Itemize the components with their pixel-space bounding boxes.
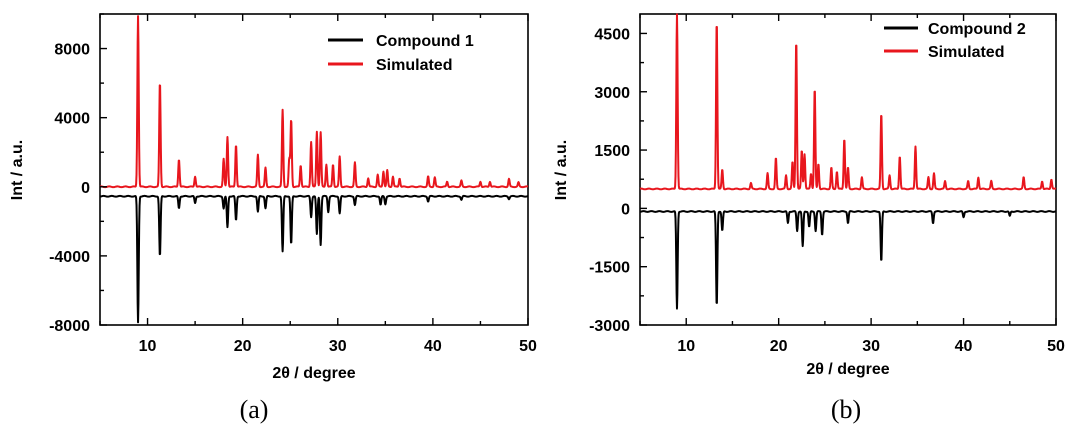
series-line-compound-1-a	[99, 194, 529, 324]
y-tick-label: -4000	[49, 249, 90, 266]
plot-marks-a	[99, 15, 529, 324]
y-tick-label: -3000	[589, 318, 630, 335]
legend-label-compound-1: Compound 1	[376, 33, 474, 50]
y-tick-label: -1500	[589, 260, 630, 277]
legend-label-simulated-b: Simulated	[928, 44, 1004, 61]
y-tick-label: -8000	[49, 318, 90, 335]
plot-frame-a	[99, 13, 529, 326]
series-line-compound-2-b	[639, 210, 1057, 310]
x-axis-title-a: 2θ / degree	[272, 365, 355, 382]
legend-b: Compound 2 Simulated	[884, 21, 1026, 61]
y-ticks-b: -3000 -1500 0 1500 3000 4500	[589, 26, 647, 335]
panel-label-b: (b)	[831, 395, 861, 424]
y-tick-label: 4000	[54, 111, 90, 128]
y-tick-label: 0	[81, 180, 90, 197]
x-tick-label: 10	[677, 338, 695, 355]
y-tick-label: 4500	[594, 26, 630, 43]
plot-frame-b	[639, 13, 1057, 326]
x-axis-title-b: 2θ / degree	[806, 361, 889, 378]
x-tick-label: 10	[139, 338, 157, 355]
series-line-simulated-a	[99, 15, 529, 189]
legend-label-compound-2: Compound 2	[928, 21, 1026, 38]
y-axis-title-b: Int / a.u.	[553, 140, 570, 200]
x-tick-label: 50	[1047, 338, 1065, 355]
x-tick-label: 40	[955, 338, 973, 355]
x-tick-label: 20	[770, 338, 788, 355]
x-ticks-b: 10 20 30 40 50	[639, 14, 1065, 355]
panel-a: 10 20 30 40 50 -8000 -4000 0 4000 8000 2θ / degr…	[9, 13, 537, 424]
legend-label-simulated-a: Simulated	[376, 57, 452, 74]
legend-a: Compound 1 Simulated	[328, 33, 474, 74]
y-tick-label: 0	[621, 201, 630, 218]
y-tick-label: 3000	[594, 85, 630, 102]
plot-marks-b	[639, 13, 1057, 310]
x-tick-label: 40	[424, 338, 442, 355]
x-tick-label: 20	[234, 338, 252, 355]
y-axis-title-a: Int / a.u.	[9, 140, 26, 200]
x-tick-label: 50	[519, 338, 537, 355]
panel-label-a: (a)	[240, 395, 269, 424]
y-ticks-a: -8000 -4000 0 4000 8000	[49, 13, 107, 335]
y-tick-label: 8000	[54, 42, 90, 59]
x-ticks-a: 10 20 30 40 50	[99, 14, 537, 355]
y-tick-label: 1500	[594, 143, 630, 160]
series-line-simulated-b	[639, 13, 1057, 191]
x-tick-label: 30	[329, 338, 347, 355]
x-tick-label: 30	[862, 338, 880, 355]
panel-b: 10 20 30 40 50 -3000 -1500 0 1500 3000 4500 2θ / …	[553, 13, 1065, 424]
